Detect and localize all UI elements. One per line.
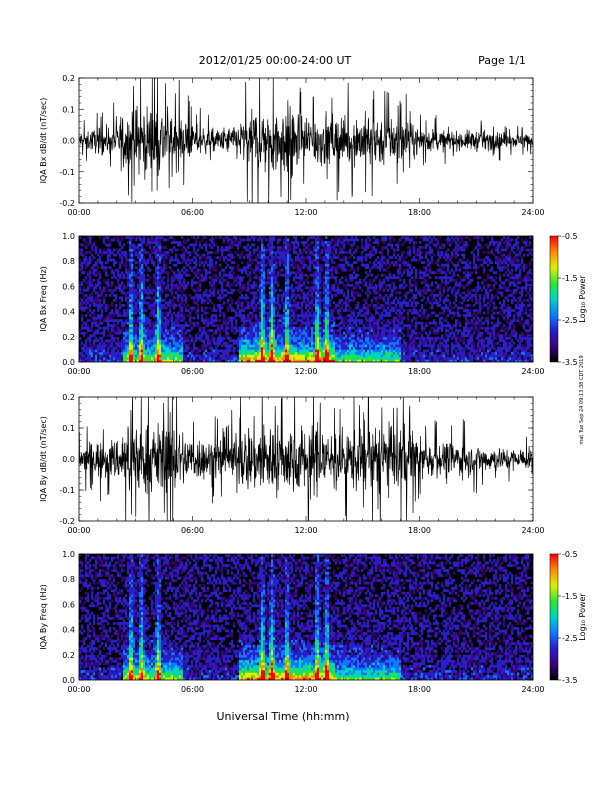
y-tick-label: 0.2 — [62, 333, 75, 342]
y-tick-label: 0.1 — [62, 424, 75, 433]
x-tick-label: 12:00 — [294, 208, 317, 217]
panel-1: 00:00 06:00 12:00 18:00 24:00 -0.2 -0.1 0.0 0.1 0… — [39, 74, 545, 217]
x-axis-label: Universal Time (hh:mm) — [217, 710, 350, 723]
spectrogram — [79, 236, 533, 362]
x-tick-label: 24:00 — [521, 208, 544, 217]
x-tick-label: 00:00 — [67, 367, 90, 376]
panel-3: 00:00 06:00 12:00 18:00 24:00 -0.2 -0.1 0.0 0.1 0… — [39, 393, 545, 535]
x-tick-label: 06:00 — [181, 685, 204, 694]
colorbar-tick-label: -2.5 — [562, 316, 578, 325]
y-axis-label: IQA Bx dB/dt (nT/sec) — [39, 98, 48, 184]
y-tick-label: 0.0 — [62, 358, 75, 367]
x-tick-label: 18:00 — [408, 685, 431, 694]
colorbar-tick-label: -0.5 — [562, 550, 578, 559]
colorbar-tick-label: -3.5 — [562, 358, 578, 367]
y-tick-label: 1.0 — [62, 232, 75, 241]
x-tick-label: 06:00 — [181, 526, 204, 535]
plot-title: 2012/01/25 00:00-24:00 UT — [199, 54, 352, 67]
colorbar-tick-label: -3.5 — [562, 676, 578, 685]
colorbar: -0.5 -1.5 -2.5 -3.5 Log₁₀ Power — [549, 232, 587, 367]
y-tick-label: 0.0 — [62, 676, 75, 685]
x-tick-label: 00:00 — [67, 526, 90, 535]
x-tick-label: 24:00 — [521, 526, 544, 535]
y-tick-label: -0.1 — [59, 168, 75, 177]
y-axis-label: IQA Bx Freq (Hz) — [39, 266, 48, 332]
y-tick-label: -0.2 — [59, 199, 75, 208]
y-tick-label: 0.2 — [62, 393, 75, 402]
panel-4: -0.5 -1.5 -2.5 -3.5 Log₁₀ Power 00:00 06:00 12:… — [39, 550, 587, 694]
colorbar-tick-label: -1.5 — [562, 274, 578, 283]
colorbar-gradient — [549, 235, 559, 363]
x-tick-label: 18:00 — [408, 526, 431, 535]
x-tick-label: 00:00 — [67, 685, 90, 694]
spectrogram — [79, 554, 533, 680]
y-tick-label: 0.6 — [62, 600, 75, 609]
x-tick-label: 24:00 — [521, 367, 544, 376]
y-tick-label: 1.0 — [62, 550, 75, 559]
colorbar-tick-label: -0.5 — [562, 232, 578, 241]
x-tick-label: 00:00 — [67, 208, 90, 217]
y-tick-label: -0.1 — [59, 486, 75, 495]
colorbar-tick-label: -2.5 — [562, 634, 578, 643]
colorbar: -0.5 -1.5 -2.5 -3.5 Log₁₀ Power — [549, 550, 587, 685]
page-number: Page 1/1 — [478, 54, 526, 67]
y-axis-label: IQA By dB/dt (nT/sec) — [39, 416, 48, 502]
colorbar-label: Log₁₀ Power — [578, 593, 587, 641]
y-tick-label: 0.4 — [62, 626, 75, 635]
y-tick-label: 0.2 — [62, 651, 75, 660]
y-tick-label: 0.0 — [62, 455, 75, 464]
panels: 00:00 06:00 12:00 18:00 24:00 -0.2 -0.1 0.0 0.1 0… — [39, 74, 587, 694]
x-tick-label: 18:00 — [408, 208, 431, 217]
x-tick-label: 06:00 — [181, 208, 204, 217]
credit-stamp: mat Tue Sep 24 09:13:38 CDT 2019 — [579, 355, 585, 444]
y-tick-label: 0.0 — [62, 137, 75, 146]
x-tick-label: 12:00 — [294, 526, 317, 535]
x-tick-label: 12:00 — [294, 685, 317, 694]
y-tick-label: 0.1 — [62, 105, 75, 114]
panel-2: -0.5 -1.5 -2.5 -3.5 Log₁₀ Power 00:00 06:00 12:… — [39, 232, 587, 376]
x-tick-label: 12:00 — [294, 367, 317, 376]
y-tick-label: 0.8 — [62, 575, 75, 584]
waveform-trace — [79, 397, 533, 521]
y-tick-label: 0.6 — [62, 282, 75, 291]
x-tick-label: 06:00 — [181, 367, 204, 376]
y-tick-label: -0.2 — [59, 517, 75, 526]
x-tick-label: 18:00 — [408, 367, 431, 376]
y-axis-label: IQA By Freq (Hz) — [39, 584, 48, 650]
colorbar-label: Log₁₀ Power — [578, 275, 587, 323]
x-tick-label: 24:00 — [521, 685, 544, 694]
colorbar-gradient — [549, 553, 559, 681]
waveform-trace — [79, 78, 533, 203]
colorbar-tick-label: -1.5 — [562, 592, 578, 601]
y-tick-label: 0.8 — [62, 257, 75, 266]
y-tick-label: 0.2 — [62, 74, 75, 83]
y-tick-label: 0.4 — [62, 308, 75, 317]
